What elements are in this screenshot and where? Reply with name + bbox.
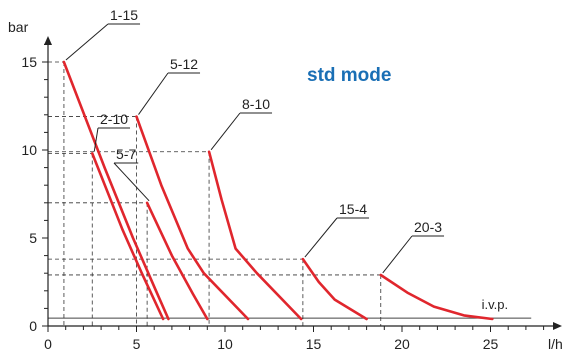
series-label: 1-15 bbox=[110, 7, 138, 23]
chart-title: std mode bbox=[307, 65, 391, 86]
axes: 0 5 10 15 20 25 0 5 10 15 bar l/h bbox=[8, 19, 563, 352]
x-tick-label: 15 bbox=[306, 336, 322, 352]
series-line bbox=[135, 115, 250, 321]
label-leader bbox=[93, 127, 99, 152]
x-tick-label: 25 bbox=[483, 336, 499, 352]
y-axis-arrow bbox=[44, 36, 52, 45]
series-labels: 1-15 2-10 5-7 5-12 8-10 15-4 20-3 bbox=[65, 7, 445, 274]
series-line bbox=[301, 257, 368, 321]
baseline-label: i.v.p. bbox=[482, 297, 509, 312]
series-label: 5-12 bbox=[170, 56, 198, 72]
label-leader bbox=[65, 23, 109, 61]
x-tick-label: 20 bbox=[394, 336, 410, 352]
series-curves bbox=[62, 60, 494, 321]
label-leader bbox=[382, 235, 413, 274]
series-line bbox=[379, 273, 494, 321]
x-axis-arrow bbox=[553, 322, 562, 330]
y-tick-label: 0 bbox=[29, 318, 37, 334]
series-label: 15-4 bbox=[339, 201, 367, 217]
label-leader bbox=[304, 217, 338, 258]
x-axis-unit: l/h bbox=[548, 336, 563, 352]
y-tick-label: 15 bbox=[21, 54, 37, 70]
y-tick-label: 5 bbox=[29, 230, 37, 246]
label-leader bbox=[138, 72, 169, 115]
x-tick-label: 5 bbox=[133, 336, 141, 352]
y-tick-label: 10 bbox=[21, 142, 37, 158]
series-line bbox=[91, 152, 165, 321]
series-label: 5-7 bbox=[116, 146, 136, 162]
label-leader bbox=[210, 112, 241, 151]
series-line bbox=[207, 150, 303, 321]
series-label: 8-10 bbox=[242, 96, 270, 112]
y-axis-unit: bar bbox=[8, 19, 29, 35]
x-tick-label: 10 bbox=[217, 336, 233, 352]
reference-guides: i.v.p. bbox=[48, 61, 532, 326]
x-tick-label: 0 bbox=[44, 336, 52, 352]
series-line bbox=[145, 201, 209, 321]
series-label: 2-10 bbox=[100, 111, 128, 127]
label-leader bbox=[113, 162, 150, 202]
series-line bbox=[62, 60, 170, 321]
series-label: 20-3 bbox=[414, 219, 442, 235]
